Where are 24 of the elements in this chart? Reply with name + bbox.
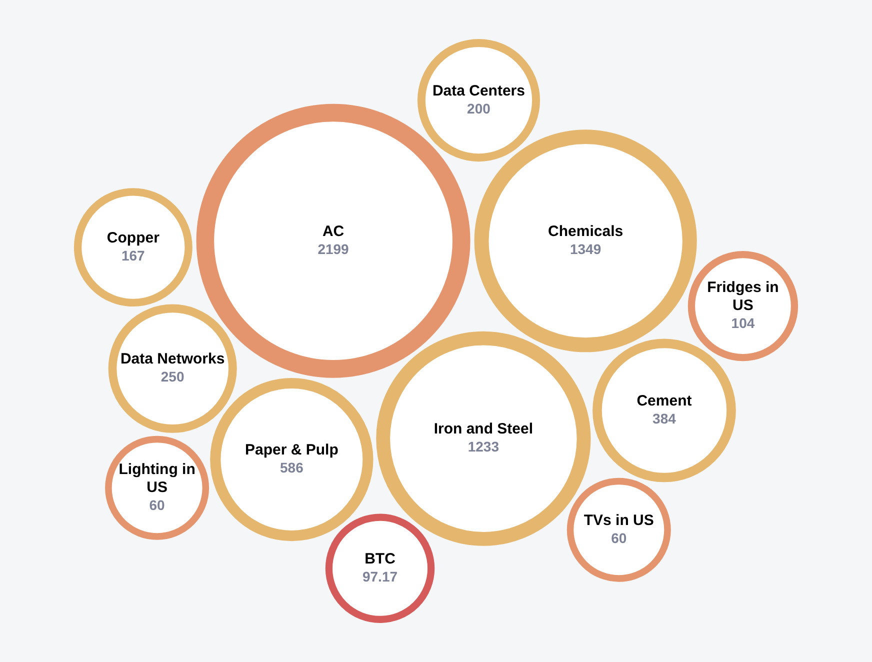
category-label: Chemicals — [548, 222, 624, 240]
data-label: 1349 — [570, 240, 602, 257]
category-label: TVs in US — [584, 512, 654, 529]
data-label: 97.17 — [362, 568, 398, 584]
category-label: Paper & Pulp — [245, 442, 338, 459]
category-label: BTC — [364, 550, 396, 568]
data-label: 60 — [149, 496, 166, 513]
data-label: 586 — [280, 460, 304, 476]
category-label: Lighting in US — [118, 460, 196, 496]
category-label: Iron and Steel — [434, 420, 534, 438]
data-label: 2199 — [318, 240, 350, 257]
category-label: Fridges in US — [707, 279, 779, 314]
data-label: 104 — [731, 315, 755, 332]
data-label: 167 — [121, 247, 146, 264]
data-label: 200 — [467, 100, 491, 116]
data-label: 1233 — [468, 438, 500, 455]
data-label: 384 — [652, 410, 676, 426]
category-label: AC — [322, 222, 344, 240]
data-label: 250 — [160, 368, 184, 385]
category-label: Cement — [636, 392, 692, 410]
category-label: Copper — [106, 229, 160, 246]
category-label: Data Networks — [120, 350, 225, 368]
category-label: Data Centers — [432, 82, 526, 100]
data-label: 60 — [611, 530, 627, 546]
